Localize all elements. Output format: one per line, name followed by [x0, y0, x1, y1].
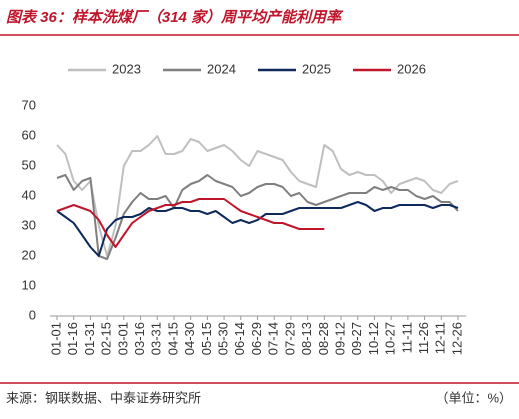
y-tick-label: 10 [22, 277, 36, 292]
x-tick-label: 07-14 [266, 322, 281, 355]
x-tick-label: 04-15 [165, 322, 180, 355]
x-tick-label: 03-31 [149, 322, 164, 355]
legend-label: 2026 [397, 61, 426, 76]
legend-label: 2024 [207, 61, 236, 76]
x-tick-label: 04-30 [182, 322, 197, 355]
y-tick-label: 70 [22, 97, 36, 112]
series-line [56, 135, 459, 257]
x-tick-label: 03-16 [132, 322, 147, 355]
x-tick-label: 09-27 [349, 322, 364, 355]
chart-title: 图表 36：样本洗煤厂（314 家）周平均产能利用率 [6, 8, 344, 26]
x-tick-label: 12-26 [449, 322, 464, 355]
x-tick-label: 09-12 [332, 322, 347, 355]
x-tick-label: 02-15 [99, 322, 114, 355]
x-tick-label: 01-31 [82, 322, 97, 355]
y-tick-label: 50 [22, 157, 36, 172]
y-tick-label: 0 [29, 307, 36, 322]
source-note: 来源：钢联数据、中泰证券研究所 [6, 390, 201, 405]
y-tick-label: 20 [22, 247, 36, 262]
unit-note: （单位：%） [435, 390, 512, 405]
x-tick-label: 06-14 [232, 322, 247, 355]
series-line [56, 174, 459, 260]
x-tick-label: 01-16 [65, 322, 80, 355]
x-tick-label: 07-29 [282, 322, 297, 355]
x-tick-label: 05-15 [199, 322, 214, 355]
x-tick-label: 05-30 [216, 322, 231, 355]
x-tick-label: 06-29 [249, 322, 264, 355]
legend-label: 2023 [112, 61, 141, 76]
x-tick-label: 08-13 [299, 322, 314, 355]
series-line [56, 198, 325, 248]
x-tick-label: 03-01 [115, 322, 130, 355]
y-tick-label: 60 [22, 127, 36, 142]
x-tick-label: 11-11 [399, 322, 414, 353]
x-tick-label: 11-26 [416, 322, 431, 354]
x-tick-label: 12-11 [433, 322, 448, 354]
x-tick-label: 10-12 [366, 322, 381, 355]
y-tick-label: 40 [22, 187, 36, 202]
y-tick-label: 30 [22, 217, 36, 232]
series-line [56, 201, 459, 257]
legend-label: 2025 [302, 61, 331, 76]
x-tick-label: 08-28 [316, 322, 331, 355]
x-tick-label: 01-01 [48, 322, 63, 355]
x-tick-label: 10-27 [383, 322, 398, 355]
